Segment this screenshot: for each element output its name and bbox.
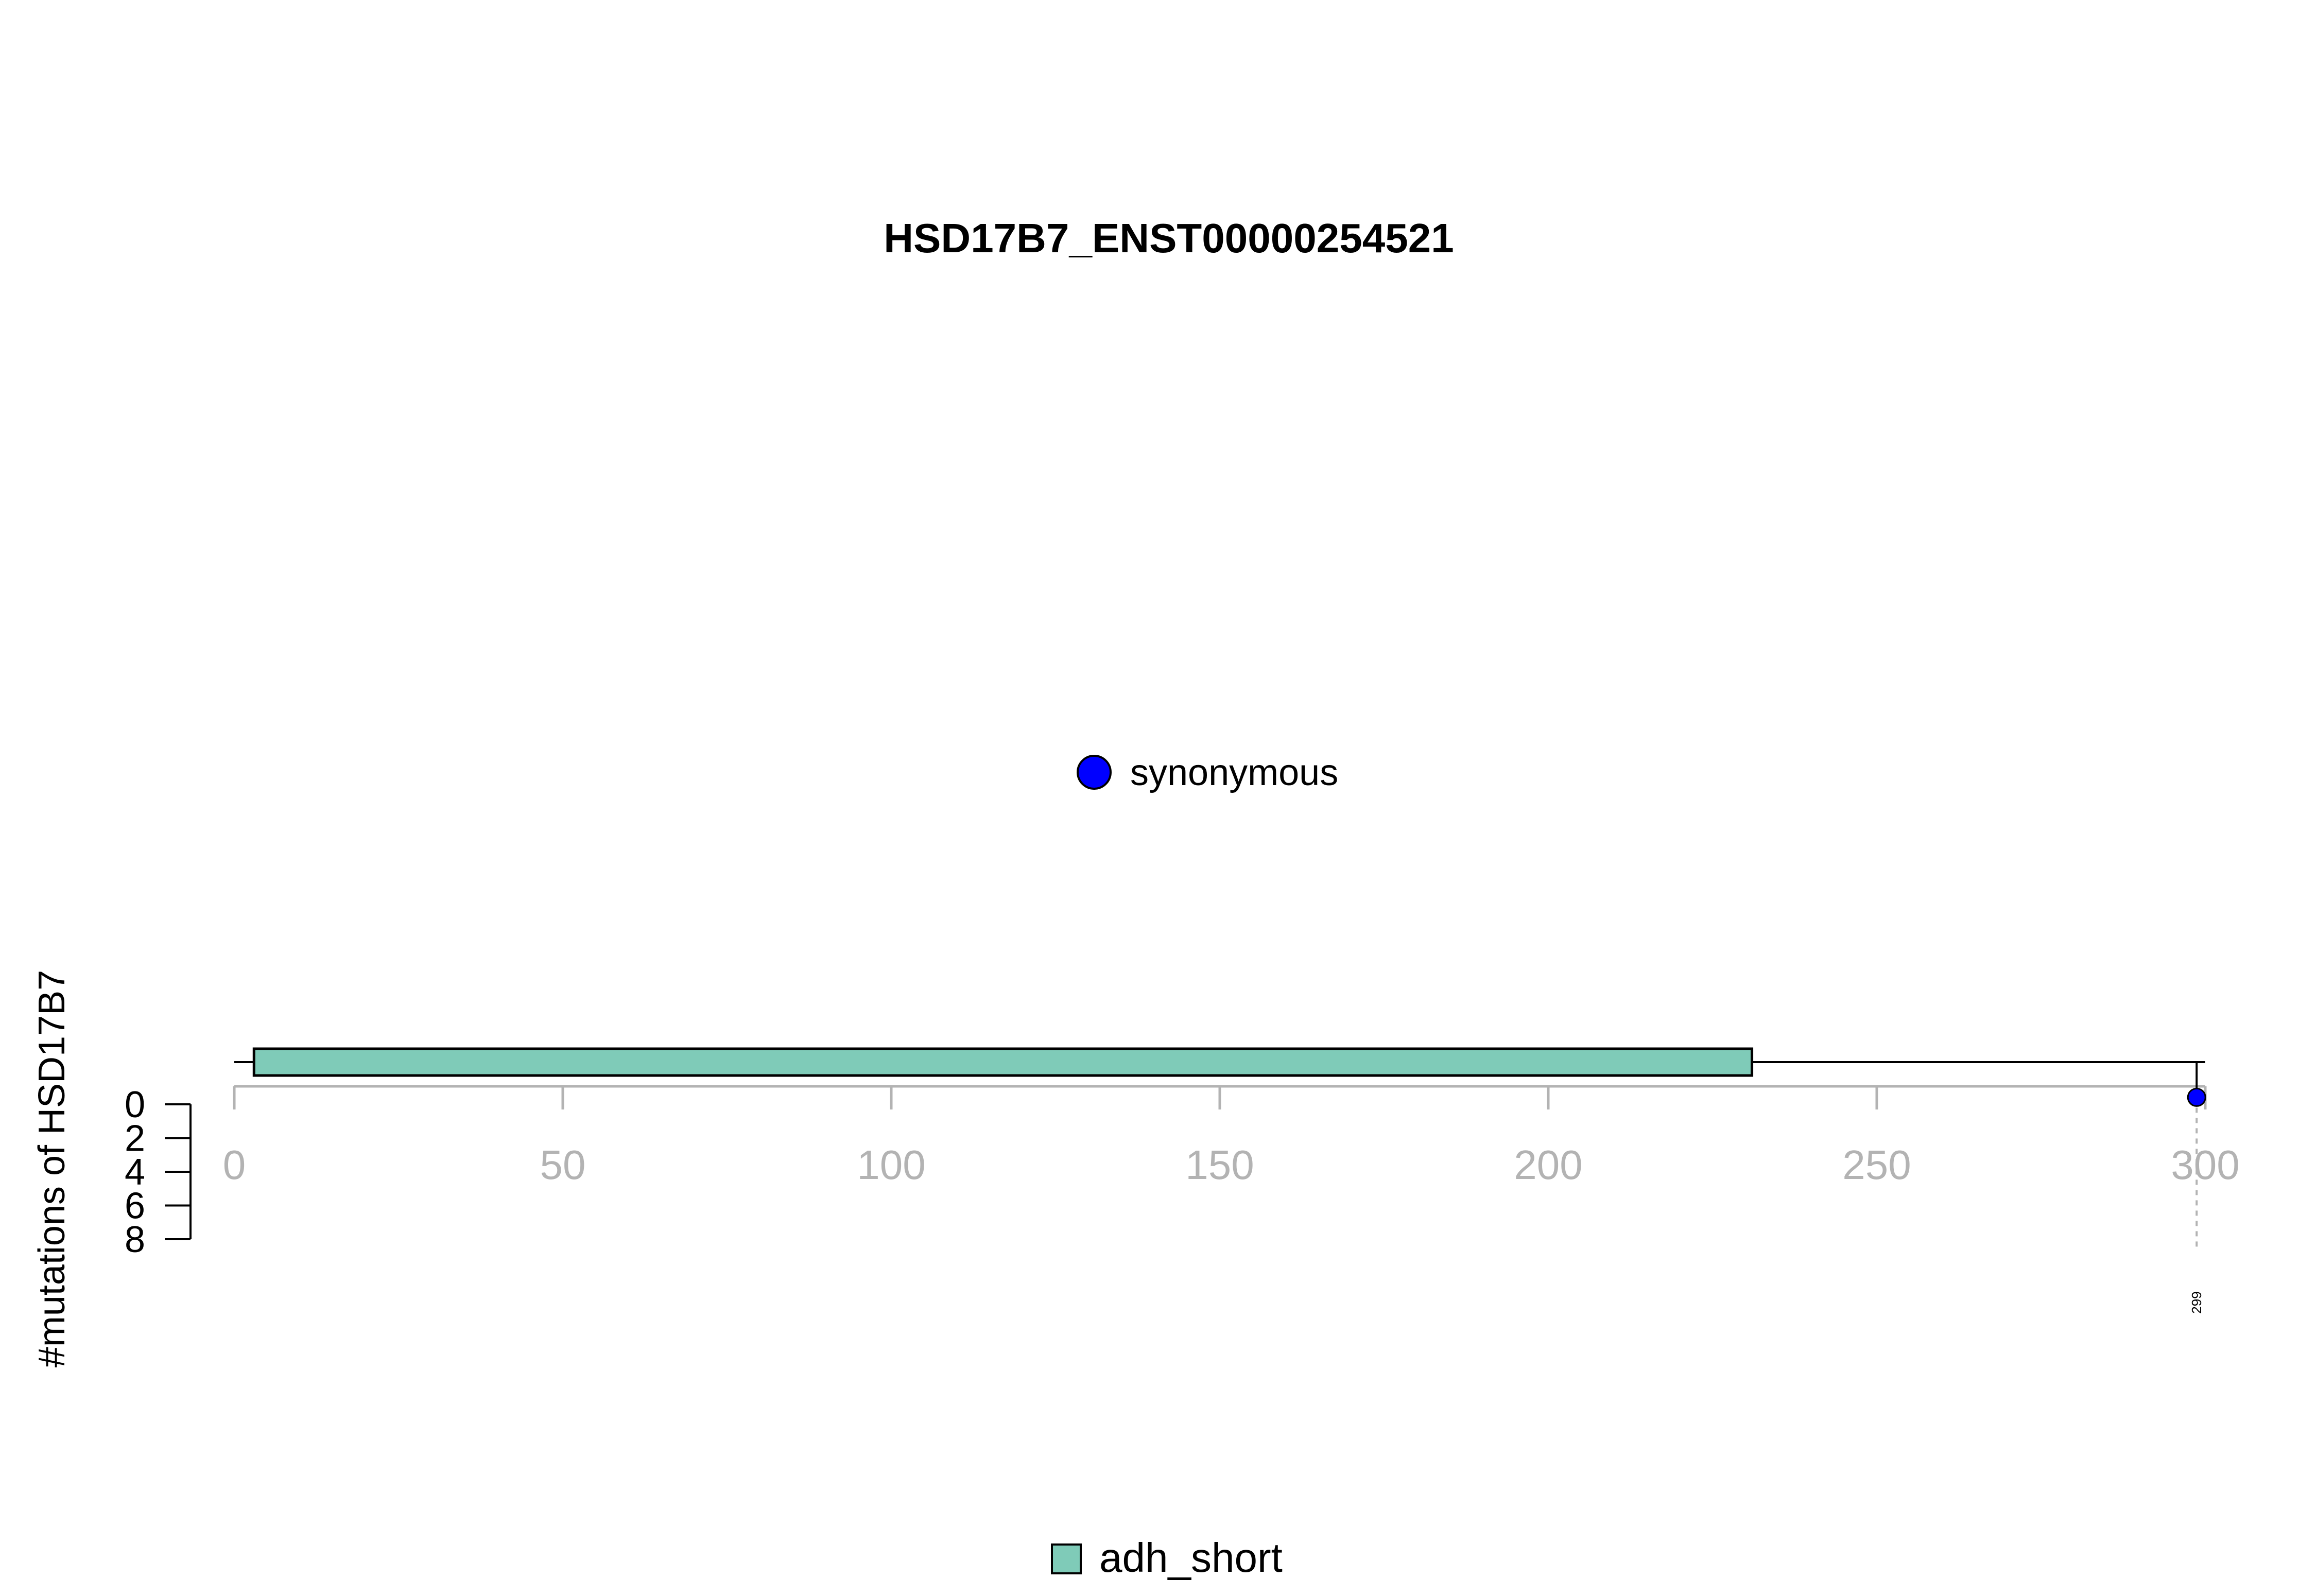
mutation-lollipops: 299: [2187, 1062, 2206, 1314]
x-tick-label: 50: [540, 1142, 586, 1188]
x-tick-label: 100: [857, 1142, 925, 1188]
domain-track: [252, 1047, 1754, 1077]
mutation-legend: synonymous: [1077, 752, 1338, 793]
chart-title: HSD17B7_ENST00000254521: [884, 215, 1454, 261]
lollipop-position-label: 299: [2189, 1291, 2204, 1313]
x-tick-label: 200: [1514, 1142, 1582, 1188]
legend-domain-label: adh_short: [1099, 1535, 1283, 1581]
domain-legend: adh_short: [1051, 1535, 1283, 1581]
y-tick-label: 4: [125, 1152, 145, 1193]
y-tick-label: 2: [125, 1118, 145, 1159]
y-tick-label: 8: [125, 1219, 145, 1260]
legend-label: synonymous: [1130, 752, 1338, 793]
y-tick-label: 0: [125, 1084, 145, 1125]
lollipop-head: [2187, 1087, 2206, 1107]
x-tick-label: 150: [1185, 1142, 1254, 1188]
y-axis-label: #mutations of HSD17B7: [31, 970, 73, 1367]
domain-adh-short: [252, 1047, 1754, 1077]
x-tick-label: 0: [223, 1142, 246, 1188]
x-tick-label: 250: [1842, 1142, 1911, 1188]
legend-synonymous-icon: [1077, 755, 1112, 790]
x-tick-label: 300: [2171, 1142, 2239, 1188]
y-tick-label: 6: [125, 1186, 145, 1227]
legend-domain-swatch: [1051, 1543, 1082, 1574]
x-axis: 0 50 100 150 200 250 300: [223, 1085, 2240, 1188]
